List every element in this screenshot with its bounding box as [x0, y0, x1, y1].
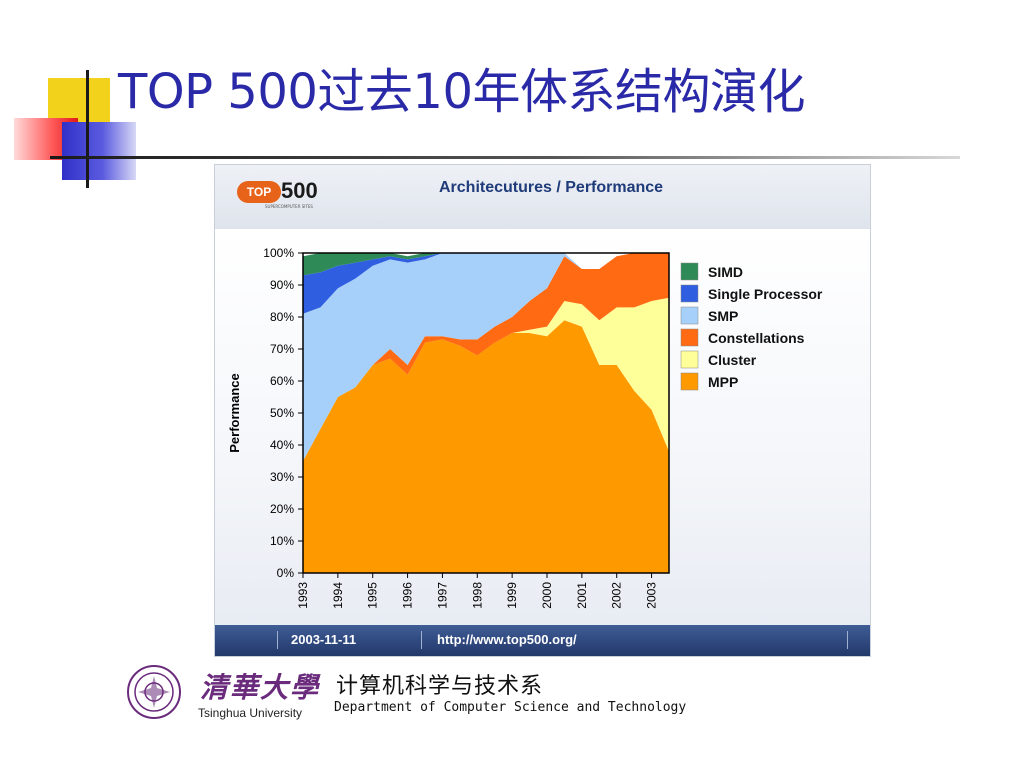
department-name-en: Department of Computer Science and Techn…: [334, 700, 687, 715]
area-chart: 0% 10% 20% 30% 40% 50% 60% 70% 80% 90% 100% 1993 199…: [227, 246, 823, 609]
area-constellations: [303, 253, 669, 461]
footer-url-link[interactable]: http://www.top500.org/: [437, 632, 577, 647]
y-tick-label: 90%: [270, 278, 294, 292]
chart-panel: TOP 500 SUPERCOMPUTER SITES Architecutur…: [214, 164, 871, 657]
y-tick-label: 40%: [270, 438, 294, 452]
y-tick-label: 30%: [270, 470, 294, 484]
logo-500-text: 500: [281, 178, 318, 203]
y-tick-label: 70%: [270, 342, 294, 356]
footer-separator: [847, 631, 848, 649]
logo-top-text: TOP: [237, 181, 281, 203]
logo-subtitle: SUPERCOMPUTER SITES: [265, 204, 313, 209]
area-smp: [303, 253, 669, 461]
y-tick-label: 0%: [277, 566, 295, 580]
area-cluster: [303, 297, 669, 461]
y-tick-label: 80%: [270, 310, 294, 324]
y-tick-label: 50%: [270, 406, 294, 420]
legend-swatch: [680, 350, 699, 369]
x-tick-label: 1999: [505, 582, 519, 609]
y-tick-label: 100%: [263, 246, 294, 260]
decor-vertical-line: [86, 70, 89, 188]
y-tick-label: 60%: [270, 374, 294, 388]
x-tick-label: 2002: [610, 582, 624, 609]
panel-footer: 2003-11-11 http://www.top500.org/: [215, 625, 870, 656]
x-tick-label: 1997: [435, 582, 449, 609]
x-tick-label: 2001: [575, 582, 589, 609]
legend-label: Cluster: [708, 352, 757, 368]
university-name-en: Tsinghua University: [198, 706, 303, 720]
footer-separator: [421, 631, 422, 649]
legend-label: Constellations: [708, 330, 805, 346]
legend-swatch: [680, 328, 699, 347]
legend-swatch: [680, 306, 699, 325]
x-tick-label: 1994: [331, 582, 345, 609]
y-tick-label: 20%: [270, 502, 294, 516]
legend-swatch: [680, 284, 699, 303]
x-tick-label: 1998: [470, 582, 484, 609]
area-mpp: [303, 320, 669, 573]
department-name-cn: 计算机科学与技术系: [336, 674, 544, 699]
x-tick-label: 2000: [540, 582, 554, 609]
y-tick-label: 10%: [270, 534, 294, 548]
legend-label: SMP: [708, 308, 738, 324]
x-tick-label: 1993: [296, 582, 310, 609]
title-underline: [50, 156, 960, 159]
panel-title: Architecutures / Performance: [439, 179, 664, 196]
panel-header: TOP 500 SUPERCOMPUTER SITES Architecutur…: [215, 165, 870, 230]
footer-date: 2003-11-11: [291, 632, 357, 647]
decor-blue-square: [62, 122, 136, 180]
slide-title: TOP 500过去10年体系结构演化: [118, 64, 806, 120]
tsinghua-seal-icon: [127, 665, 181, 719]
footer-separator: [277, 631, 278, 649]
top500-logo: TOP 500 SUPERCOMPUTER SITES: [237, 177, 347, 211]
legend-swatch: [680, 262, 699, 281]
x-tick-label: 1996: [401, 582, 415, 609]
y-axis-title: Performance: [227, 373, 242, 452]
legend-label: Single Processor: [708, 286, 823, 302]
legend-label: MPP: [708, 374, 738, 390]
legend-swatch: [680, 372, 699, 391]
legend-label: SIMD: [708, 264, 743, 280]
university-name-cn: 清華大學: [200, 671, 321, 704]
x-tick-label: 2003: [645, 582, 659, 609]
area-simd: [303, 253, 669, 276]
x-tick-label: 1995: [366, 582, 380, 609]
